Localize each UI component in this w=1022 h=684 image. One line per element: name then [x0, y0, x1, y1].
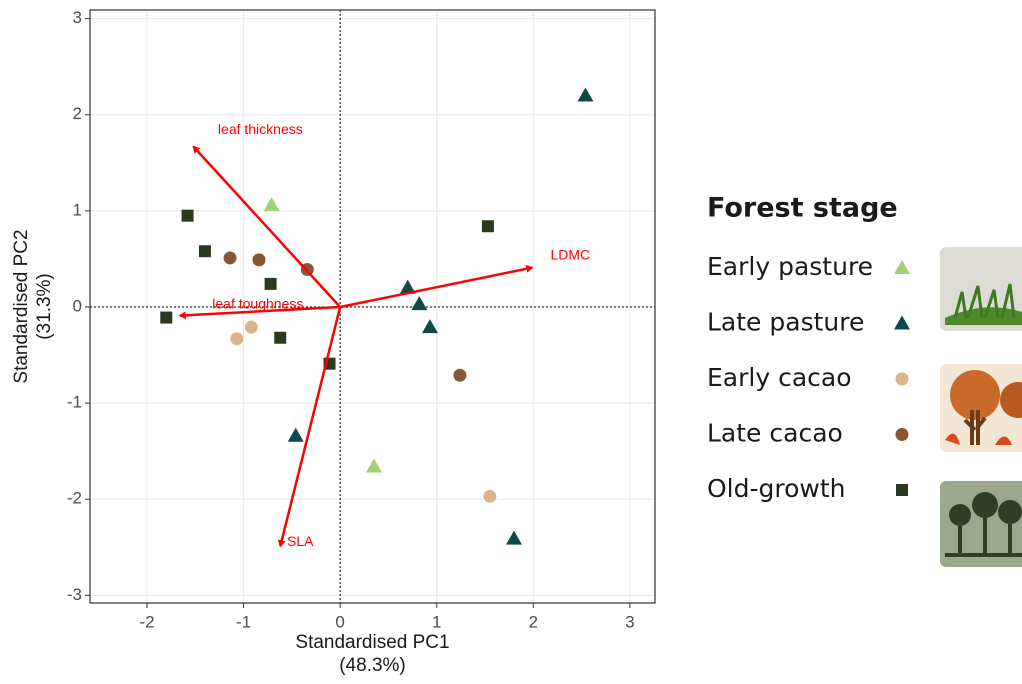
- legend-title: Forest stage: [707, 193, 898, 224]
- x-tick-label: 0: [335, 612, 344, 631]
- y-tick-label: 3: [73, 8, 82, 27]
- point: [453, 368, 467, 382]
- point: [244, 320, 258, 334]
- y-tick-label: 0: [73, 296, 82, 315]
- loading-arrow: [178, 305, 341, 320]
- x-tick-label: -2: [139, 612, 154, 631]
- point: [365, 458, 382, 473]
- point: [411, 296, 428, 311]
- plot-border: [89, 9, 656, 604]
- point: [481, 220, 494, 233]
- y-tick-label: -3: [67, 585, 82, 604]
- point: [223, 251, 237, 265]
- x-tick-label: 1: [432, 612, 441, 631]
- point: [274, 331, 287, 344]
- x-axis-title: (48.3%): [339, 655, 406, 676]
- point: [399, 279, 416, 294]
- legend-label: Late pasture: [707, 308, 864, 337]
- legend-marker: [896, 484, 908, 496]
- y-tick-label: -1: [67, 393, 82, 412]
- legend-label: Early pasture: [707, 252, 873, 281]
- y-tick-label: -2: [67, 489, 82, 508]
- loading-arrow: [192, 145, 342, 308]
- x-axis-title: Standardised PC1: [295, 632, 449, 653]
- point: [577, 87, 594, 102]
- forest-icon: [940, 481, 1022, 567]
- point: [264, 277, 277, 290]
- legend-marker: [894, 315, 910, 330]
- point: [483, 489, 497, 503]
- arrow-label: leaf toughness: [212, 295, 303, 311]
- legend-marker: [895, 428, 909, 441]
- pasture-icon: [940, 247, 1022, 331]
- loading-arrow: [339, 264, 534, 309]
- point: [287, 427, 304, 442]
- y-axis-title: (31.3%): [34, 273, 55, 340]
- point: [252, 253, 266, 267]
- legend-label: Old-growth: [707, 474, 846, 503]
- point: [230, 332, 244, 346]
- loading-arrow: [277, 306, 342, 548]
- x-tick-label: -1: [236, 612, 251, 631]
- x-tick-label: 3: [625, 612, 634, 631]
- legend-label: Early cacao: [707, 363, 852, 392]
- point: [421, 319, 438, 334]
- y-axis-title: Standardised PC2: [11, 229, 32, 383]
- legend-marker: [895, 372, 909, 386]
- legend-icons: [940, 247, 1022, 567]
- legend-marker: [894, 260, 910, 274]
- point: [263, 197, 280, 212]
- legend-label: Late cacao: [707, 419, 843, 448]
- y-tick-label: 2: [73, 104, 82, 123]
- point: [181, 209, 194, 222]
- x-tick-label: 2: [529, 612, 538, 631]
- arrow-label: LDMC: [551, 246, 591, 262]
- point: [505, 530, 522, 545]
- arrow-label: leaf thickness: [218, 121, 303, 137]
- point: [198, 245, 211, 258]
- point: [160, 311, 173, 324]
- y-tick-label: 1: [73, 200, 82, 219]
- arrow-label: SLA: [287, 533, 314, 549]
- cacao-icon: [940, 364, 1022, 452]
